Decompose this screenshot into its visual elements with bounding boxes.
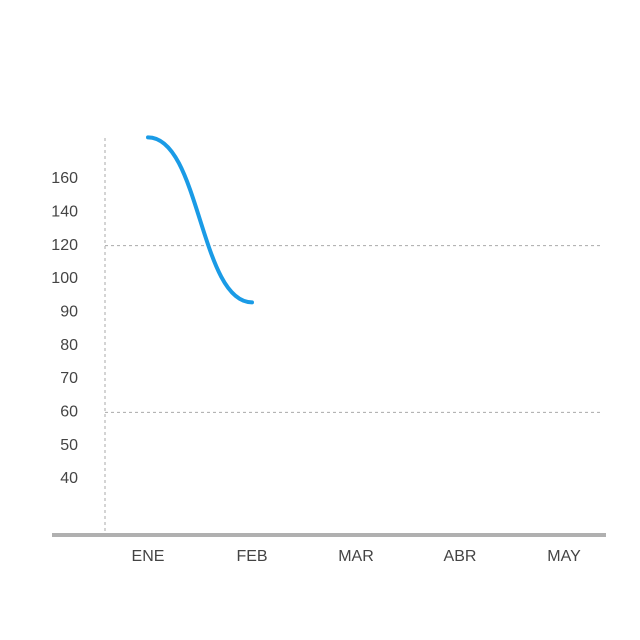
y-tick-label: 100	[51, 270, 78, 287]
y-tick-label: 160	[51, 170, 78, 187]
y-tick-label: 40	[60, 470, 78, 487]
y-tick-label: 140	[51, 204, 78, 221]
y-tick-label: 60	[60, 404, 78, 421]
y-tick-label: 70	[60, 370, 78, 387]
x-tick-label: ENE	[132, 548, 165, 565]
x-tick-label: MAR	[338, 548, 374, 565]
y-tick-label: 90	[60, 304, 78, 321]
x-tick-label: MAY	[547, 548, 581, 565]
x-tick-label: ABR	[444, 548, 477, 565]
y-tick-label: 50	[60, 437, 78, 454]
x-tick-label: FEB	[236, 548, 267, 565]
line-series	[146, 135, 254, 305]
y-tick-label: 120	[51, 237, 78, 254]
y-tick-label: 80	[60, 337, 78, 354]
